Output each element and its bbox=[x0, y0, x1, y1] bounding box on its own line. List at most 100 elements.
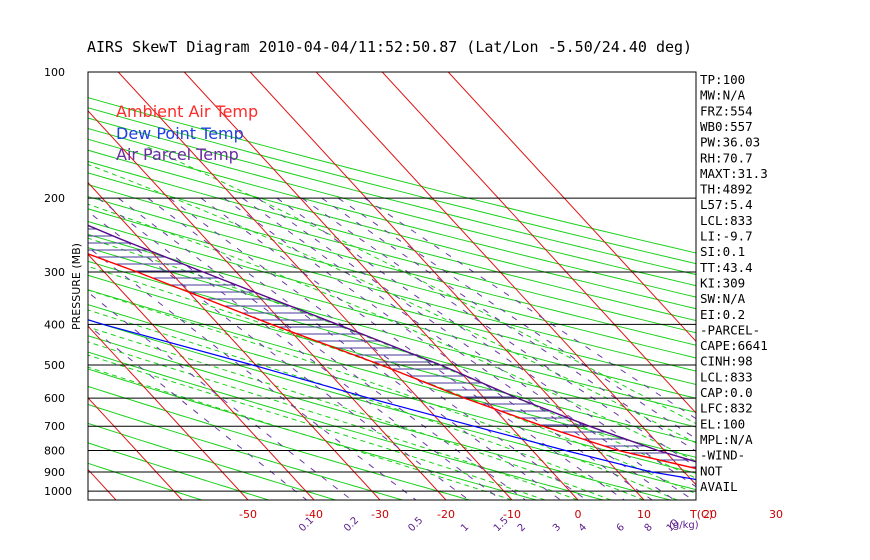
stat-item: SW:N/A bbox=[700, 291, 746, 306]
mixing-ratio-line bbox=[242, 197, 675, 500]
pressure-tick: 100 bbox=[44, 66, 65, 79]
isotherm bbox=[88, 397, 183, 500]
dry-adiabat bbox=[88, 117, 696, 276]
dry-adiabat bbox=[88, 184, 696, 346]
mixing-ratio-tick: 1 bbox=[459, 522, 471, 534]
mixing-ratio-tick: 8 bbox=[643, 522, 655, 534]
stat-item: CAP:0.0 bbox=[700, 385, 753, 400]
stat-item: MW:N/A bbox=[700, 88, 746, 103]
isotherms bbox=[88, 72, 696, 500]
mixing-ratio-line bbox=[223, 197, 653, 500]
bottom-unit-label: T(C) bbox=[689, 508, 713, 521]
dry-adiabat bbox=[88, 442, 269, 500]
isotherm bbox=[315, 72, 696, 486]
dry-adiabat bbox=[88, 247, 696, 413]
isobars bbox=[88, 72, 696, 492]
stat-item: PW:36.03 bbox=[700, 135, 760, 150]
bottom-temp-tick: 20 bbox=[703, 508, 717, 521]
dry-adiabat bbox=[88, 403, 403, 500]
mixing-ratio-tick: 2 bbox=[516, 522, 528, 534]
pressure-tick: 300 bbox=[44, 266, 65, 279]
bottom-temp-tick: 10 bbox=[637, 508, 651, 521]
isotherm bbox=[117, 72, 513, 500]
mixing-ratio-tick: 4 bbox=[577, 522, 589, 534]
moist-adiabat bbox=[88, 164, 696, 444]
profile-air-parcel-temp bbox=[88, 224, 696, 463]
mixing-ratio-line bbox=[301, 197, 696, 468]
dry-adiabat bbox=[88, 172, 696, 334]
mixing-ratio-line bbox=[88, 324, 308, 500]
isotherm bbox=[88, 181, 381, 500]
dry-adiabat bbox=[88, 422, 336, 500]
dry-adiabat bbox=[88, 260, 696, 428]
pressure-tick: 1000 bbox=[44, 485, 72, 498]
bottom-temp-tick: 30 bbox=[769, 508, 783, 521]
legend-ambient: Ambient Air Temp bbox=[116, 102, 258, 121]
mixing-ratio-tick: 0.5 bbox=[406, 515, 425, 534]
dry-adiabat bbox=[88, 107, 696, 265]
isotherm bbox=[88, 325, 249, 500]
mixing-ratio-tick: 0.2 bbox=[342, 515, 361, 534]
dry-adiabat bbox=[88, 233, 696, 399]
legend-parcel: Air Parcel Temp bbox=[116, 145, 239, 164]
y-axis-label: PRESSURE (MB) bbox=[70, 243, 83, 330]
mixing-ratio-line bbox=[169, 197, 587, 500]
stat-item: MAXT:31.3 bbox=[700, 166, 768, 181]
pressure-tick: 700 bbox=[44, 420, 65, 433]
dry-adiabat bbox=[88, 196, 696, 359]
mixing-ratio-line bbox=[321, 197, 696, 452]
stat-item: CAPE:6641 bbox=[700, 338, 768, 353]
stat-item: LCL:833 bbox=[700, 213, 753, 228]
pressure-tick: 600 bbox=[44, 392, 65, 405]
isotherm bbox=[88, 110, 447, 500]
chart-title: AIRS SkewT Diagram 2010-04-04/11:52:50.8… bbox=[87, 38, 692, 56]
stat-item: TP:100 bbox=[700, 72, 745, 87]
isotherm bbox=[88, 468, 117, 500]
stat-item: EI:0.2 bbox=[700, 307, 745, 322]
dry-adiabat bbox=[88, 462, 202, 500]
cape-hatching bbox=[88, 228, 696, 468]
profile-ambient-air-temp bbox=[88, 253, 696, 470]
profiles bbox=[88, 224, 696, 481]
isotherm bbox=[183, 72, 579, 500]
dry-adiabat bbox=[88, 335, 671, 500]
stat-item: SI:0.1 bbox=[700, 244, 745, 259]
stat-item: KI:309 bbox=[700, 275, 745, 290]
dry-adiabat bbox=[88, 304, 696, 474]
dry-adiabat bbox=[88, 127, 696, 287]
stat-item: WB0:557 bbox=[700, 119, 753, 134]
plot-frame bbox=[87, 71, 697, 501]
stat-item: AVAIL bbox=[700, 479, 738, 494]
pressure-tick: 400 bbox=[44, 318, 65, 331]
legend-dewpoint: Dew Point Temp bbox=[116, 124, 244, 143]
bottom-temp-tick: -50 bbox=[239, 508, 257, 521]
pressure-tick: 500 bbox=[44, 359, 65, 372]
bottom-temp-tick: -30 bbox=[371, 508, 389, 521]
pressure-tick: 800 bbox=[44, 445, 65, 458]
mixing-ratio-line bbox=[276, 197, 696, 488]
mixing-ratio-line bbox=[147, 197, 561, 500]
stat-item: TH:4892 bbox=[700, 182, 753, 197]
stat-item: EL:100 bbox=[700, 416, 745, 431]
mixing-ratio-line bbox=[257, 197, 694, 500]
dry-adiabat bbox=[88, 319, 696, 491]
dry-adiabat bbox=[88, 97, 696, 254]
isotherm bbox=[88, 253, 315, 500]
mixing-ratio-line bbox=[200, 197, 625, 500]
mixing-ratio-unit-label: (g/kg) bbox=[669, 520, 699, 531]
dry-adiabats bbox=[88, 97, 696, 500]
bottom-temp-tick: -10 bbox=[503, 508, 521, 521]
stat-item: NOT bbox=[700, 463, 723, 478]
mixing-ratio-line bbox=[338, 197, 696, 440]
stat-item: MPL:N/A bbox=[700, 432, 753, 447]
stat-item: -PARCEL- bbox=[700, 322, 760, 337]
stat-item: LFC:832 bbox=[700, 401, 753, 416]
stat-item: L57:5.4 bbox=[700, 197, 753, 212]
stat-item: LI:-9.7 bbox=[700, 229, 753, 244]
dry-adiabat bbox=[88, 385, 470, 500]
stat-item: -WIND- bbox=[700, 448, 745, 463]
moist-adiabat bbox=[88, 341, 579, 500]
isotherm bbox=[447, 72, 696, 343]
stat-item: TT:43.4 bbox=[700, 260, 753, 275]
